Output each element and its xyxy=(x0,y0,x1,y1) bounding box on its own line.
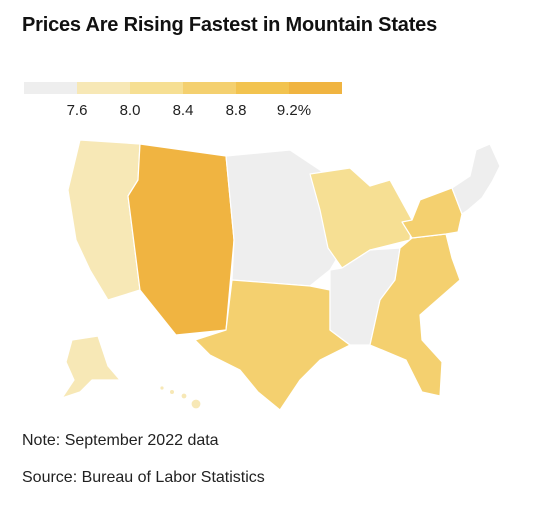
legend-swatch-2 xyxy=(77,82,130,94)
chart-title: Prices Are Rising Fastest in Mountain St… xyxy=(22,14,438,36)
legend-ticks: 7.6 8.0 8.4 8.8 9.2% xyxy=(24,102,342,122)
region-alaska xyxy=(61,335,121,399)
data-source: Source: Bureau of Labor Statistics xyxy=(22,469,265,486)
color-legend: 7.6 8.0 8.4 8.8 9.2% xyxy=(24,82,342,122)
legend-tick-label: 8.0 xyxy=(119,102,141,119)
region-pacific xyxy=(67,139,141,301)
legend-tick-label: 8.4 xyxy=(172,102,194,119)
hawaii-island xyxy=(180,392,188,400)
hawaii-island xyxy=(168,388,176,396)
us-map xyxy=(61,139,501,410)
legend-swatch-3 xyxy=(130,82,183,94)
data-note: Note: September 2022 data xyxy=(22,432,219,449)
legend-swatch-6 xyxy=(289,82,342,94)
region-south-atlantic xyxy=(369,233,461,397)
legend-swatch-1 xyxy=(24,82,77,94)
hawaii-island xyxy=(190,398,202,410)
legend-bar xyxy=(24,82,342,94)
region-middle-atlantic xyxy=(401,187,463,239)
region-mountain xyxy=(127,143,235,336)
legend-swatch-5 xyxy=(236,82,289,94)
legend-tick-label: 9.2% xyxy=(276,102,312,119)
region-new-england xyxy=(451,143,501,215)
legend-tick-label: 8.8 xyxy=(225,102,247,119)
legend-swatch-4 xyxy=(183,82,236,94)
region-hawaii xyxy=(159,385,202,410)
legend-tick-label: 7.6 xyxy=(66,102,88,119)
hawaii-island xyxy=(159,385,165,391)
